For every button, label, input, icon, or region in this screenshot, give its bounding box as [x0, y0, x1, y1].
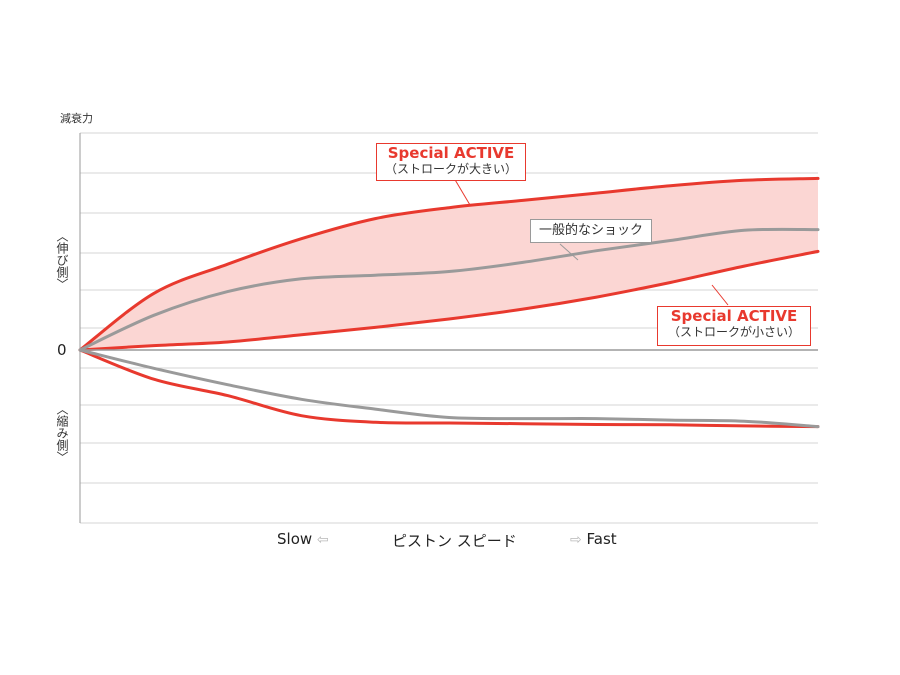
- x-right-label: ⇨ Fast: [570, 530, 617, 548]
- callout-active-small-stroke: Special ACTIVE （ストロークが小さい）: [657, 306, 811, 346]
- series-line-active-small: [78, 249, 820, 352]
- series-line-active-large: [78, 176, 820, 352]
- callout-normal-shock: 一般的なショック: [530, 219, 653, 243]
- x-left-label: Slow ⇦: [277, 530, 329, 548]
- y-axis-title: 減衰力: [60, 112, 93, 125]
- zero-label: 0: [57, 341, 67, 359]
- y-label-extension-side: ︿伸び側﹀: [55, 230, 69, 290]
- x-left-text: Slow: [277, 530, 313, 548]
- callout-active-large-stroke: Special ACTIVE （ストロークが大きい）: [376, 143, 526, 181]
- y-label-compression-side: ︿縮み側﹀: [55, 403, 69, 463]
- callout-subtitle: （ストロークが大きい）: [384, 162, 517, 176]
- arrow-right-icon: ⇨: [570, 532, 582, 548]
- x-axis-title: ピストン スピード: [392, 532, 517, 550]
- x-right-text: Fast: [586, 530, 617, 548]
- series-group: [78, 176, 820, 429]
- series-line-normal-shock: [78, 227, 820, 352]
- callout-subtitle: （ストロークが小さい）: [667, 325, 800, 339]
- callout-leader-small: [711, 284, 729, 306]
- series-line-normal-compression: [78, 348, 820, 429]
- callout-label: 一般的なショック: [539, 223, 644, 238]
- callout-title: Special ACTIVE: [670, 307, 798, 325]
- arrow-left-icon: ⇦: [316, 532, 329, 548]
- callout-leader-big: [453, 177, 471, 206]
- series-line-active-compression: [78, 348, 820, 429]
- callout-title: Special ACTIVE: [387, 144, 515, 162]
- callout-leader-normal: [559, 243, 579, 261]
